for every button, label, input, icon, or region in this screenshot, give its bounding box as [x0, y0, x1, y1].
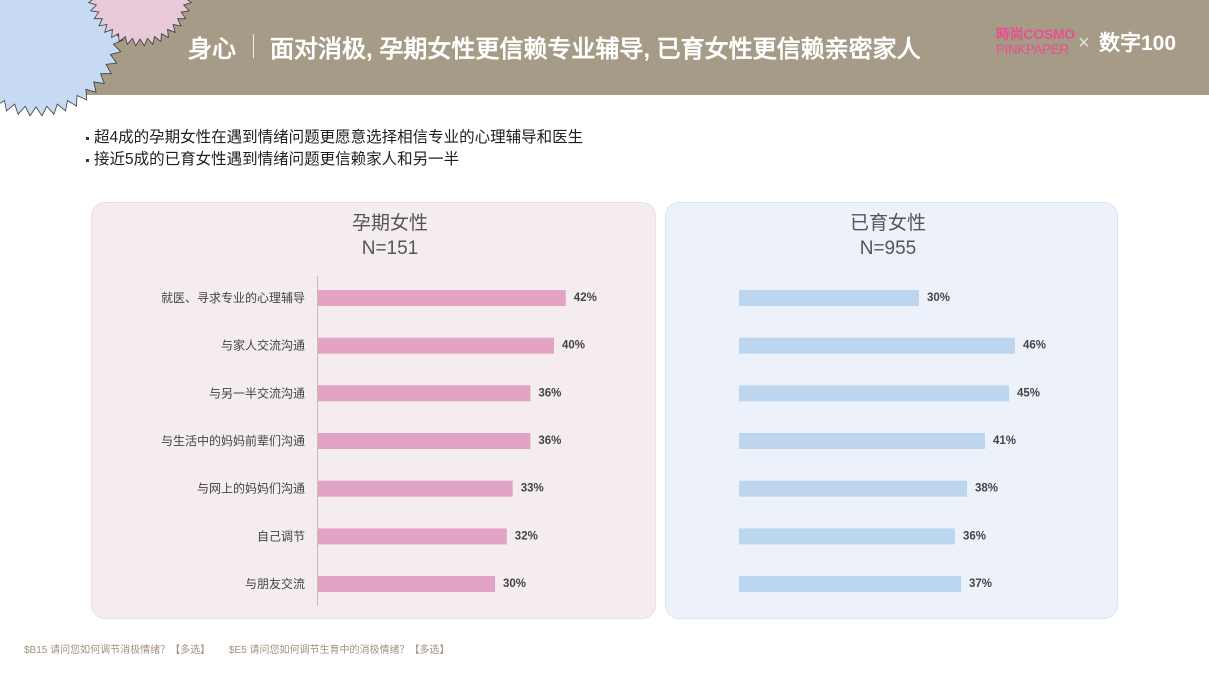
footnote-question-b15: $B15 请问您如何调节消极情绪？【多选】 [24, 645, 211, 656]
bar [318, 528, 507, 545]
bullet-icon [86, 159, 89, 162]
bar [318, 480, 513, 497]
bar-chart-pregnant: 就医、寻求专业的心理辅导 42% 与家人交流沟通 40% 与另一半交流沟通 36% 与生活中… [161, 276, 597, 606]
value-label: 36% [538, 435, 561, 447]
panel-title: 孕期女性 N=151 [290, 211, 490, 261]
bar [739, 480, 967, 497]
value-label: 40% [562, 340, 585, 352]
partner-logo: 数字100 [1099, 32, 1177, 55]
cosmo-logo-top: 時尚COSMO [996, 26, 1075, 42]
section-label: 身心 [188, 35, 236, 63]
bullet-text: 接近5成的已育女性遇到情绪问题更信赖家人和另一半 [94, 151, 460, 168]
value-label: 36% [538, 387, 561, 399]
category-label: 与家人交流沟通 [221, 338, 305, 353]
category-label: 与朋友交流 [245, 576, 305, 591]
value-label: 36% [963, 530, 986, 542]
header-band [0, 0, 1209, 95]
value-label: 37% [969, 578, 992, 590]
chart-panel-mothers: 30% 46% 45% 41% 38% 36% 37% 已育女性 N=955 [665, 202, 1118, 619]
value-label: 33% [521, 483, 544, 495]
bar [739, 576, 961, 592]
value-label: 30% [503, 578, 526, 590]
category-label: 就医、寻求专业的心理辅导 [161, 290, 305, 305]
value-label: 30% [927, 292, 950, 304]
category-label: 与生活中的妈妈前辈们沟通 [161, 433, 305, 448]
bar [318, 433, 531, 449]
bar [739, 433, 985, 449]
title-row: 身心 面对消极, 孕期女性更信赖专业辅导, 已育女性更信赖亲密家人 [188, 28, 921, 64]
value-label: 41% [993, 435, 1016, 447]
bullet-item: 接近5成的已育女性遇到情绪问题更信赖家人和另一半 [86, 149, 583, 171]
page-title: 面对消极, 孕期女性更信赖专业辅导, 已育女性更信赖亲密家人 [270, 35, 921, 63]
sample-size: N=955 [859, 238, 917, 259]
decor-starbursts [0, 0, 193, 117]
footnote-question-e5: $E5 请问您如何调节生育中的消极情绪？【多选】 [228, 645, 450, 656]
chart-panel-pregnant: 就医、寻求专业的心理辅导 42% 与家人交流沟通 40% 与另一半交流沟通 36% 与生活中… [91, 202, 656, 619]
bar [739, 385, 1009, 402]
value-label: 38% [975, 483, 998, 495]
decor-starburst-pink [87, 0, 193, 47]
bar [318, 576, 495, 592]
bar-chart-mothers: 30% 46% 45% 41% 38% 36% 37% [739, 290, 1046, 592]
bar [318, 337, 554, 354]
bar [739, 528, 955, 545]
bar [318, 290, 566, 306]
cosmo-logo: 時尚COSMO PINKPAPER [996, 26, 1075, 57]
value-label: 45% [1017, 387, 1040, 399]
category-label: 与网上的妈妈们沟通 [197, 481, 305, 496]
sample-size: N=151 [361, 238, 419, 259]
summary-bullets: 超4成的孕期女性在遇到情绪问题更愿意选择相信专业的心理辅导和医生 接近5成的已育… [86, 127, 583, 171]
bar [318, 385, 531, 402]
bullet-icon [86, 137, 89, 140]
title-divider [253, 34, 254, 58]
series-name: 孕期女性 [351, 213, 428, 234]
value-label: 32% [515, 530, 538, 542]
category-label: 自己调节 [257, 529, 305, 543]
panel-title: 已育女性 N=955 [788, 211, 988, 261]
decor-starburst-blue [0, 0, 125, 117]
bullet-item: 超4成的孕期女性在遇到情绪问题更愿意选择相信专业的心理辅导和医生 [86, 127, 583, 149]
value-label: 42% [574, 292, 597, 304]
footnote: $B15 请问您如何调节消极情绪？【多选】 $E5 请问您如何调节生育中的消极情… [24, 644, 450, 658]
logo-separator: × [1078, 32, 1090, 54]
bullet-text: 超4成的孕期女性在遇到情绪问题更愿意选择相信专业的心理辅导和医生 [94, 129, 584, 146]
cosmo-logo-bottom: PINKPAPER [996, 42, 1069, 57]
bar [739, 337, 1015, 354]
category-label: 与另一半交流沟通 [209, 385, 305, 400]
series-name: 已育女性 [849, 213, 926, 234]
bar [739, 290, 919, 306]
value-label: 46% [1023, 340, 1046, 352]
